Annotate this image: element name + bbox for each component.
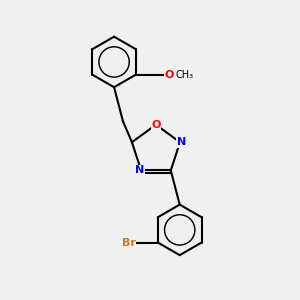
Text: O: O [164,70,174,80]
Text: CH₃: CH₃ [175,70,193,80]
Text: N: N [135,165,144,176]
Text: N: N [177,137,186,147]
Text: Br: Br [122,238,136,248]
Text: O: O [151,120,160,130]
